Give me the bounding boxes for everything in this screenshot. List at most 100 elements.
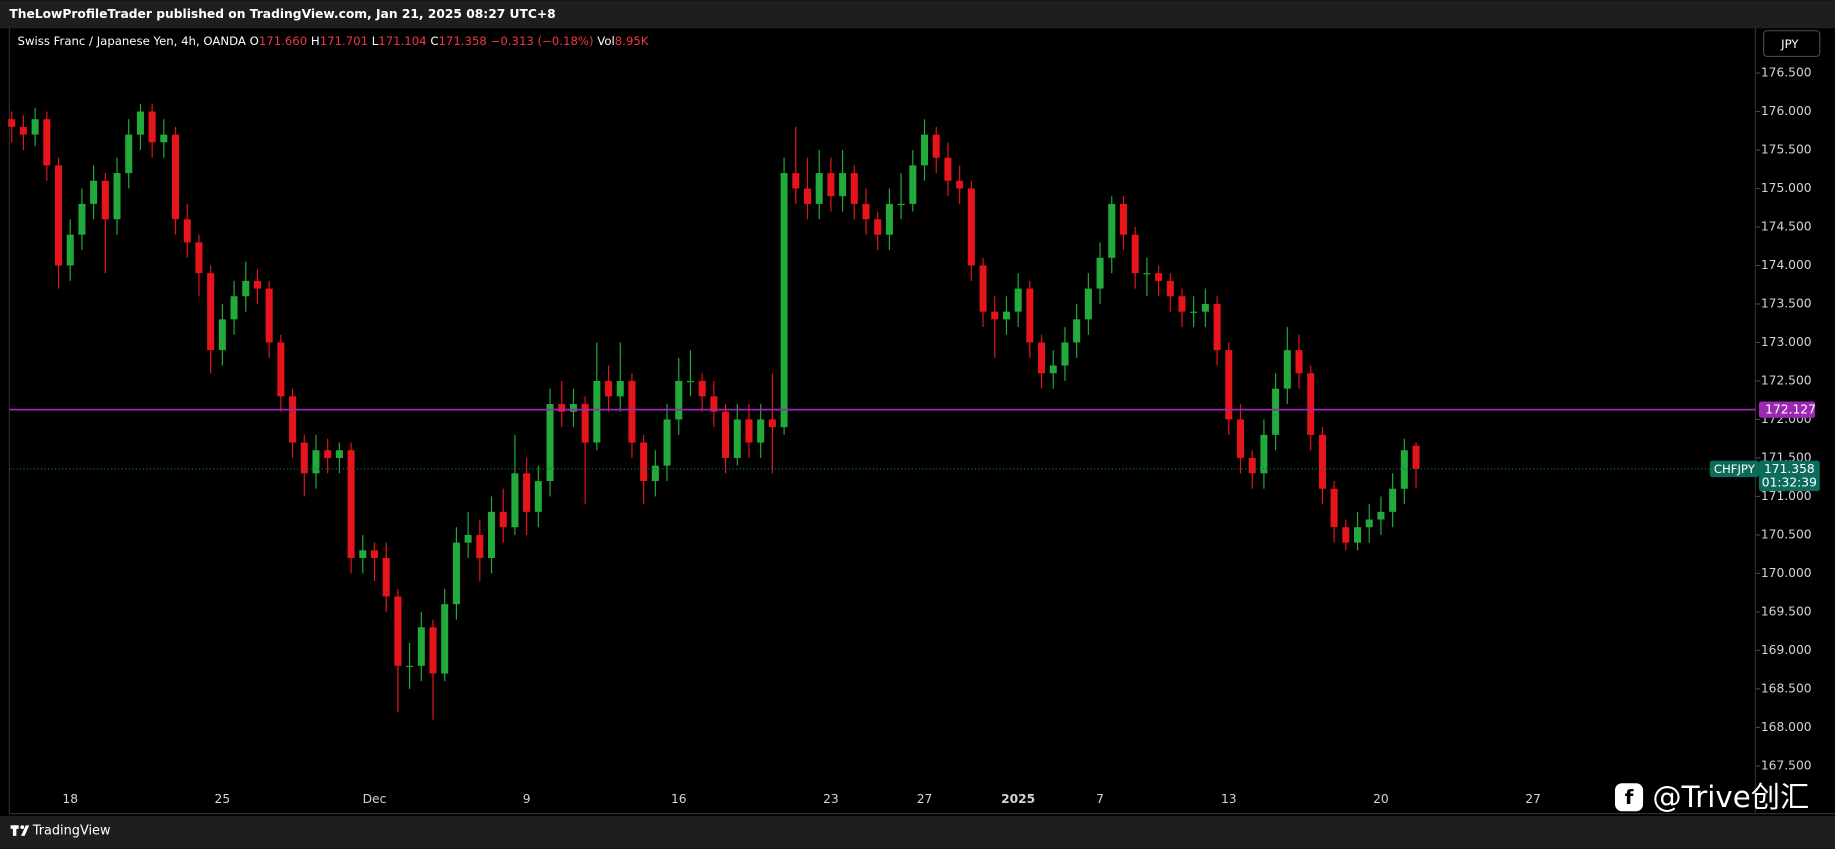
candle-body <box>815 173 823 204</box>
candle-body <box>1038 342 1046 374</box>
candle-body <box>324 450 332 458</box>
candle-body <box>441 604 449 674</box>
candle-body <box>511 473 519 528</box>
candle-body <box>1307 373 1315 435</box>
candle-body <box>300 442 308 474</box>
candle-body <box>289 396 297 443</box>
candle-body <box>616 380 624 397</box>
candle-body <box>43 119 51 166</box>
candle-body <box>1131 234 1139 274</box>
candle-body <box>1318 434 1326 489</box>
candle-body <box>1389 488 1397 512</box>
x-tick-label: 25 <box>215 792 231 806</box>
volume-label: Vol <box>597 34 615 48</box>
y-tick-label: 169.500 <box>1761 604 1812 618</box>
candle-body <box>172 134 180 220</box>
y-tick-label: 170.000 <box>1761 566 1812 580</box>
candle-body <box>218 319 226 351</box>
candle-body <box>1084 288 1092 320</box>
candle-body <box>464 534 472 543</box>
candle-body <box>429 627 437 674</box>
candle-body <box>312 450 320 474</box>
candle-body <box>605 380 613 397</box>
candle-body <box>417 627 425 666</box>
price-label-bg <box>1758 460 1820 492</box>
candle-body <box>698 380 706 397</box>
bottom-bar <box>0 815 1835 849</box>
candle-body <box>1178 296 1186 312</box>
volume-value: 8.95K <box>615 34 649 48</box>
candle-body <box>382 558 390 597</box>
candle-body <box>686 380 694 383</box>
y-tick-label: 168.000 <box>1761 720 1812 734</box>
y-tick-label: 176.500 <box>1761 66 1812 80</box>
watermark: @Trive创汇 <box>1652 780 1809 814</box>
candle-body <box>66 234 74 266</box>
candle-body <box>534 481 542 512</box>
candle-body <box>1096 257 1104 289</box>
brand-logo <box>10 825 30 836</box>
candle-body <box>1213 303 1221 351</box>
candle-body <box>628 380 636 443</box>
x-tick-label: 18 <box>62 792 78 806</box>
candle-body <box>195 242 203 274</box>
candle-body <box>113 173 121 220</box>
candle-body <box>921 134 929 166</box>
candle-body <box>1295 350 1303 374</box>
candle-body <box>909 165 917 204</box>
published-note: TheLowProfileTrader published on Trading… <box>9 7 555 21</box>
candle-body <box>78 203 86 235</box>
candle-body <box>850 173 858 204</box>
symbol-label-bg <box>1709 460 1759 478</box>
x-tick-label: 20 <box>1373 792 1389 806</box>
candle-body <box>839 173 847 197</box>
candle-body <box>148 111 156 143</box>
candle-body <box>207 273 215 351</box>
change-value: −0.313 (−0.18%) <box>491 34 594 48</box>
candle-body <box>1014 288 1022 312</box>
y-tick-label: 173.500 <box>1761 296 1812 310</box>
close-value: 171.358 <box>439 34 487 48</box>
candle-body <box>359 550 367 559</box>
candle-body <box>1236 419 1245 458</box>
candle-body <box>277 342 285 397</box>
x-tick-label: 13 <box>1221 792 1237 806</box>
chart-legend: Swiss Franc / Japanese Yen, 4h, OANDA O1… <box>18 34 649 48</box>
candle-body <box>956 180 964 189</box>
candle-body <box>1248 457 1256 474</box>
candle-body <box>663 419 671 466</box>
candle-body <box>1260 434 1268 474</box>
candle-body <box>160 134 168 143</box>
candle-body <box>335 450 343 458</box>
candle-body <box>90 180 98 204</box>
candle-body <box>979 265 987 312</box>
candle-body <box>394 596 402 666</box>
candle-body <box>125 134 133 174</box>
x-tick-label: Dec <box>363 792 387 806</box>
y-tick-label: 172.500 <box>1761 373 1812 387</box>
candle-body <box>651 465 659 482</box>
high-label: H <box>311 34 320 48</box>
level-label: 172.127 <box>1765 403 1816 417</box>
candle-body <box>1412 445 1420 469</box>
candle-body <box>1400 450 1408 489</box>
price-label: 171.358 <box>1764 462 1815 476</box>
x-tick-label: 7 <box>1096 792 1104 806</box>
candle-body <box>792 173 800 189</box>
candle-body <box>546 404 554 482</box>
candle-body <box>523 473 531 512</box>
low-label: L <box>372 34 379 48</box>
x-tick-label: 27 <box>1525 792 1541 806</box>
candle-body <box>1002 311 1010 320</box>
candle-body <box>347 450 355 559</box>
currency-button[interactable] <box>1763 30 1821 58</box>
close-label: C <box>430 34 438 48</box>
svg-text:f: f <box>1625 786 1634 809</box>
candle-body <box>827 173 835 197</box>
candle-body <box>1166 280 1174 297</box>
candle-body <box>569 404 577 412</box>
candle-body <box>967 188 975 266</box>
candle-body <box>1026 288 1034 343</box>
candle-body <box>452 542 460 605</box>
